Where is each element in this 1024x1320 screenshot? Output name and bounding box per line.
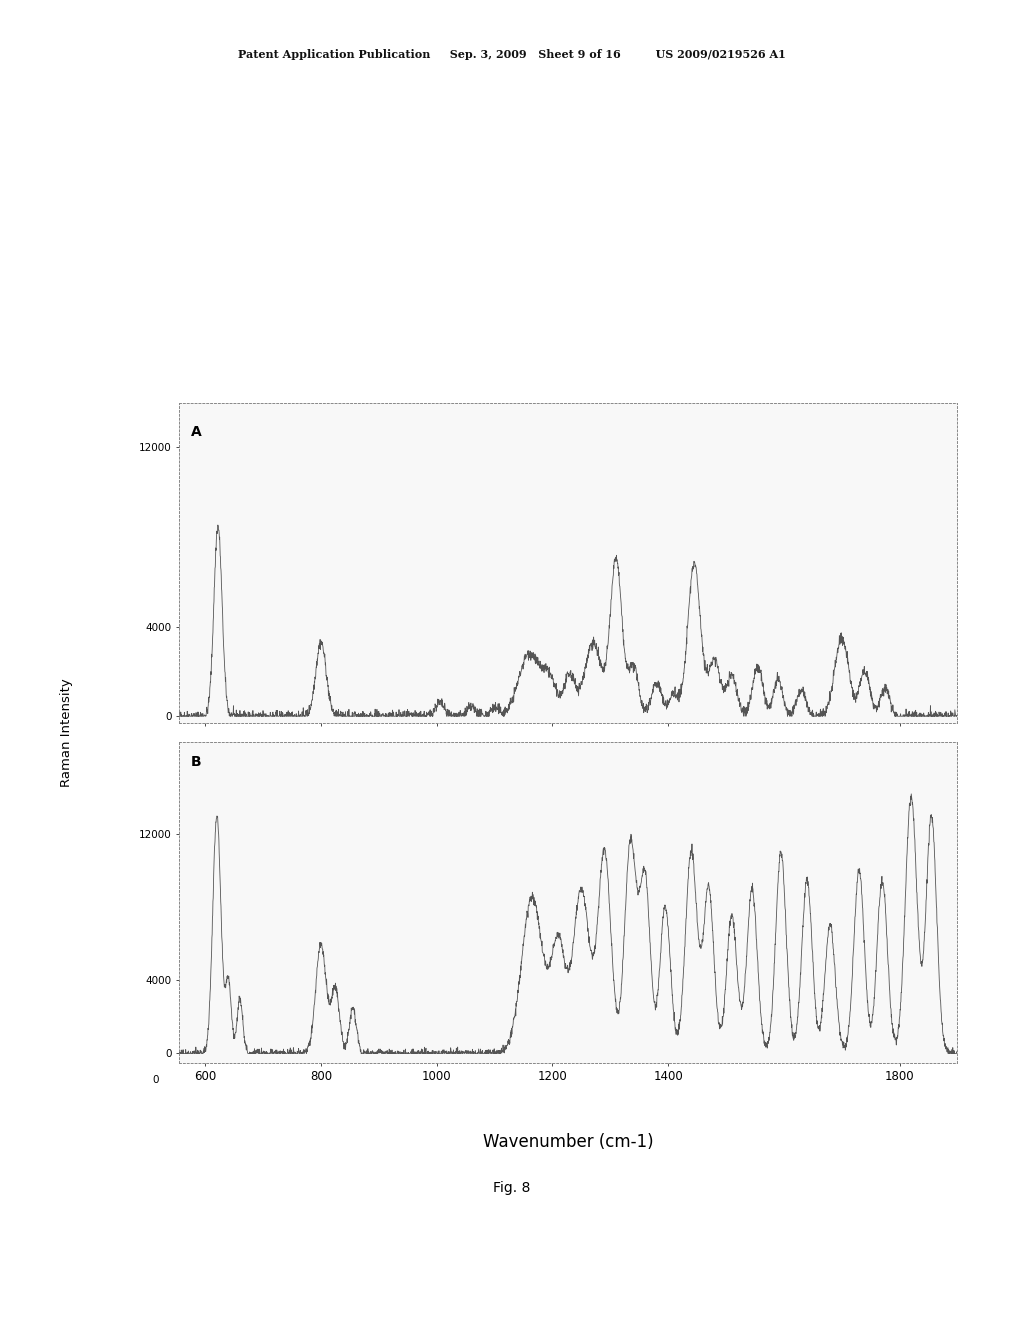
- Text: B: B: [190, 755, 202, 770]
- Text: A: A: [190, 425, 202, 440]
- Text: Patent Application Publication     Sep. 3, 2009   Sheet 9 of 16         US 2009/: Patent Application Publication Sep. 3, 2…: [239, 49, 785, 59]
- Text: Wavenumber (cm-1): Wavenumber (cm-1): [483, 1133, 653, 1151]
- Text: Raman Intensity: Raman Intensity: [60, 678, 73, 787]
- Text: 0: 0: [153, 1074, 159, 1085]
- Text: Fig. 8: Fig. 8: [494, 1181, 530, 1195]
